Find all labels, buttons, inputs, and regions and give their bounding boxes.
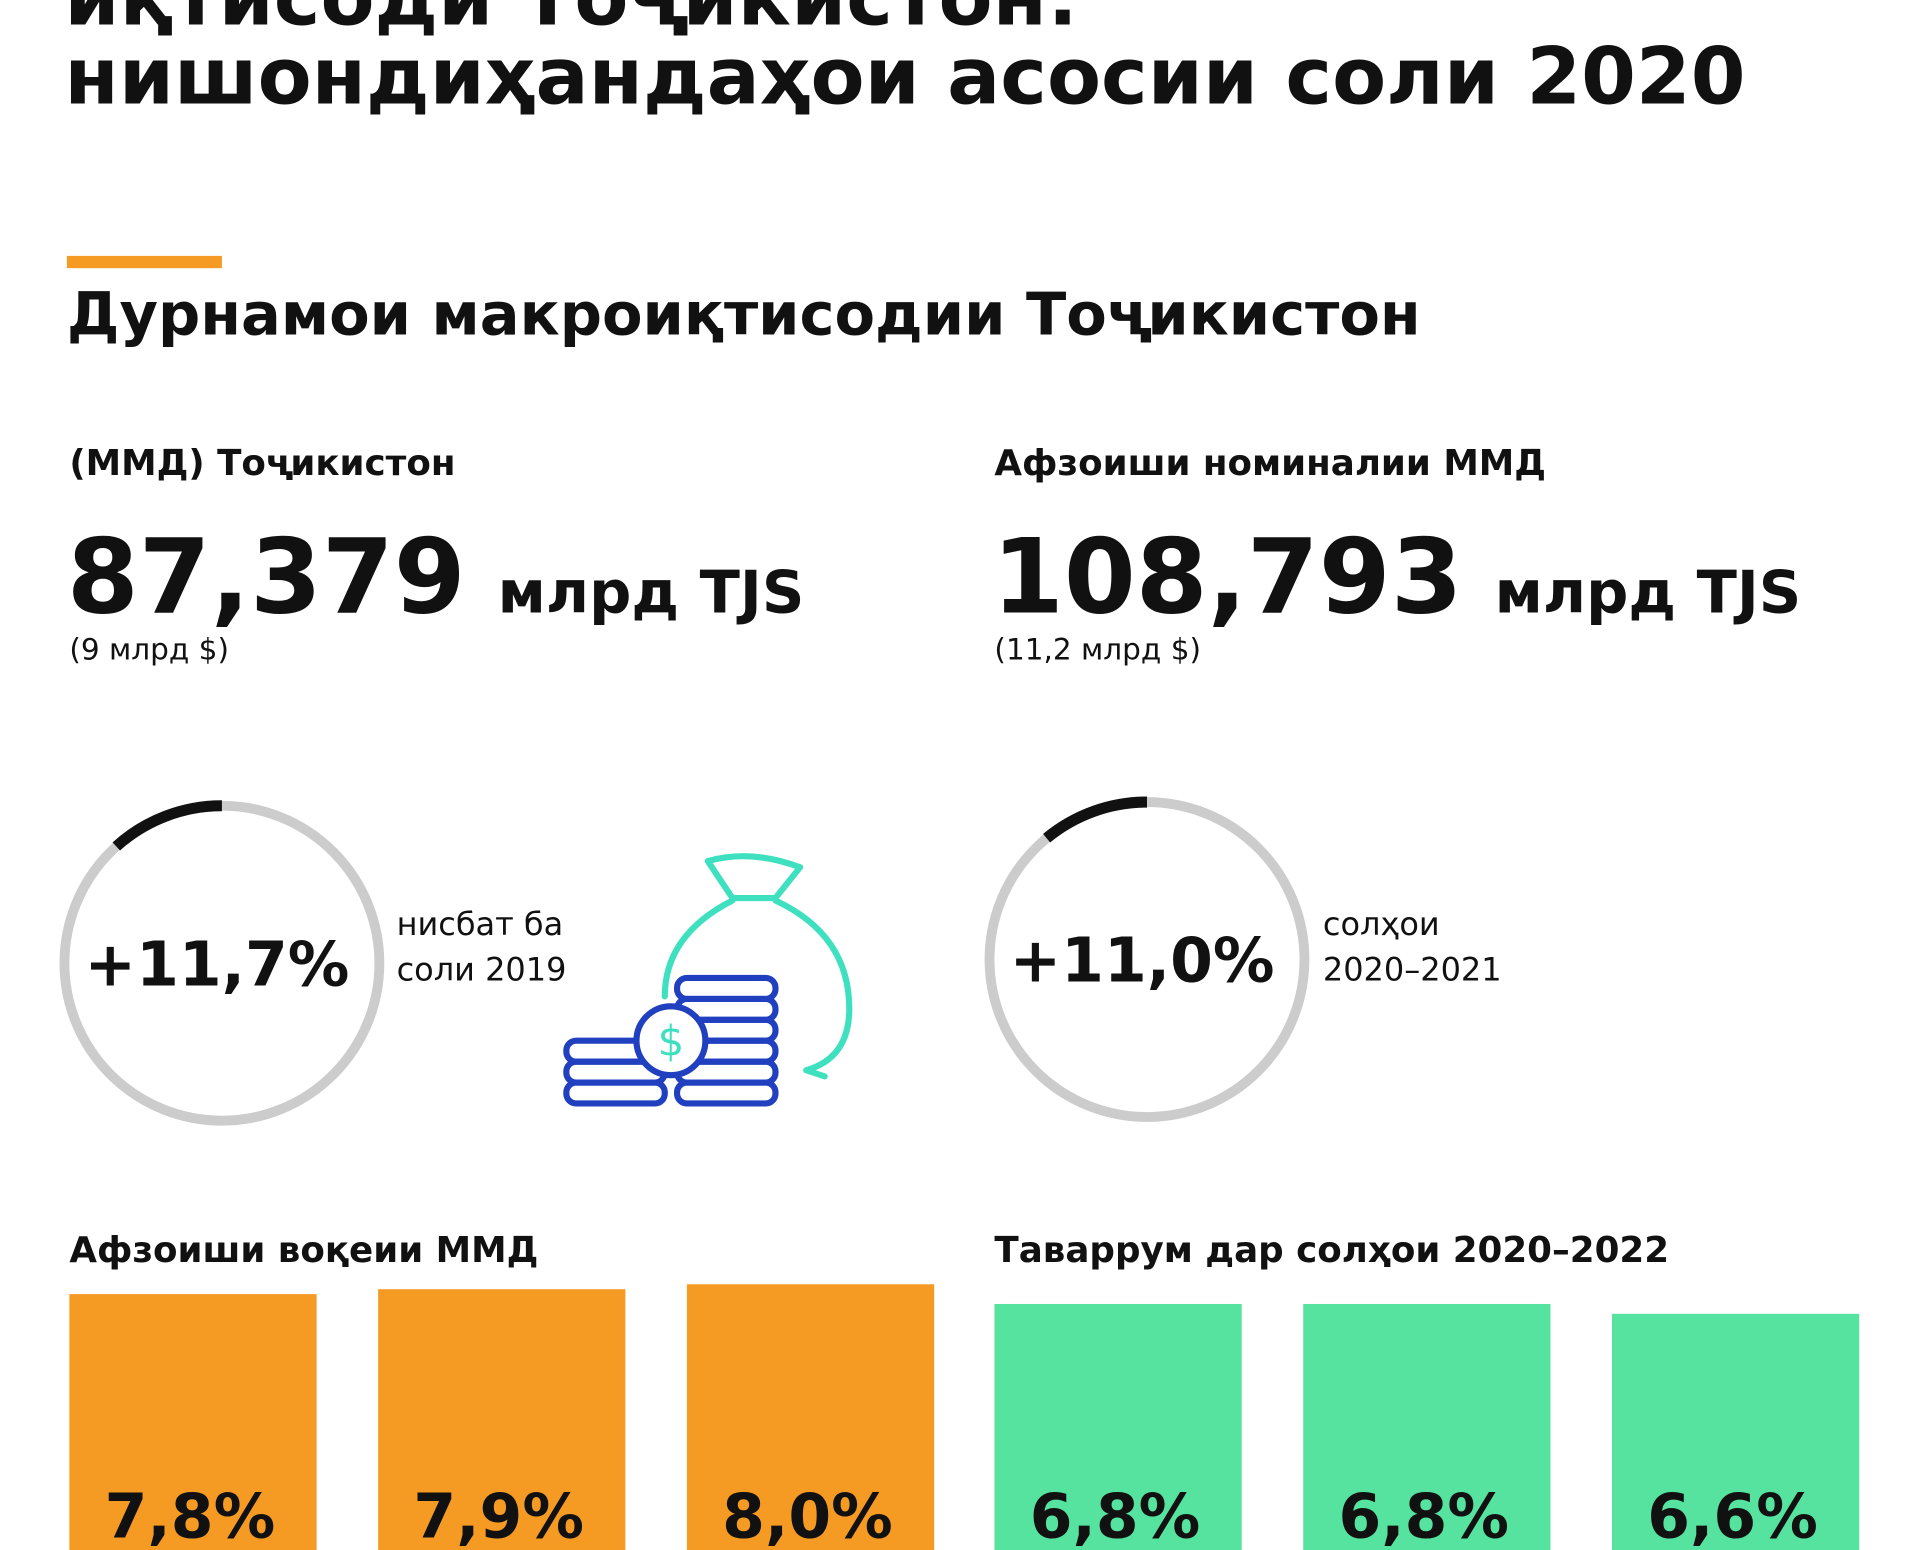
bar-label: 6,6% xyxy=(1647,1481,1818,1550)
bar xyxy=(686,1284,935,1550)
title-line: иқтисоди Тоҷикистон: xyxy=(64,0,1078,44)
stat-label: Афзоиши номиналии ММД xyxy=(994,443,1546,484)
ring-caption: соли 2019 xyxy=(397,950,567,988)
accent-bar xyxy=(66,255,222,269)
stat-sub: (11,2 млрд $) xyxy=(994,632,1201,666)
ring-arc xyxy=(112,800,222,851)
title-line: нишондиҳандаҳои асосии соли 2020 xyxy=(64,30,1745,122)
bar-label: 6,8% xyxy=(1338,1481,1509,1550)
svg-text:$: $ xyxy=(658,1016,685,1065)
bar-group-title: Таваррум дар солҳои 2020–2022 xyxy=(994,1230,1669,1271)
stat-unit: млрд TJS xyxy=(1495,558,1802,627)
bar xyxy=(994,1303,1242,1550)
stat-unit: млрд TJS xyxy=(498,558,805,627)
stat-sub: (9 млрд $) xyxy=(69,632,229,666)
ring-arc xyxy=(1043,796,1148,843)
ring-caption: солҳои xyxy=(1323,905,1440,943)
money-icon: $ xyxy=(563,853,853,1107)
ring-caption: нисбат ба xyxy=(397,905,564,943)
stat-label: (ММД) Тоҷикистон xyxy=(69,443,455,484)
bar xyxy=(69,1294,317,1550)
stat-value: 87,379 млрд TJS xyxy=(67,518,804,638)
bar-label: 7,9% xyxy=(413,1481,584,1550)
bar-label: 8,0% xyxy=(722,1481,893,1550)
stat-number: 108,793 xyxy=(992,518,1463,638)
ring-label: +11,7% xyxy=(85,928,350,1000)
stat-value: 108,793 млрд TJS xyxy=(992,518,1801,638)
bar xyxy=(1303,1303,1551,1550)
bar xyxy=(378,1289,626,1550)
bar-label: 6,8% xyxy=(1030,1481,1201,1550)
ring-label: +11,0% xyxy=(1010,925,1275,997)
bar-label: 7,8% xyxy=(105,1481,276,1550)
stat-number: 87,379 xyxy=(67,518,466,638)
section-title: Дурнамои макроиқтисодии Тоҷикистон xyxy=(67,280,1421,349)
bar-group-title: Афзоиши воқеии ММД xyxy=(69,1230,538,1271)
bar xyxy=(1611,1313,1860,1550)
ring-caption: 2020–2021 xyxy=(1323,950,1502,988)
